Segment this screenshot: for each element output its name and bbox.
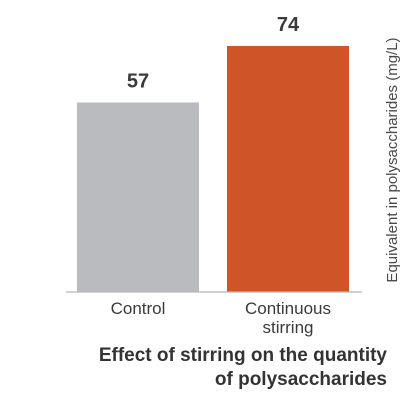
category-label-1-line-0: Continuous [245,299,331,318]
value-label-0: 57 [127,70,149,92]
category-label-0-line-0: Control [111,299,166,318]
bar-0 [77,102,199,292]
bar-1 [227,45,349,293]
bars-layer [77,45,349,293]
chart-title-line-1: Effect of stirring on the quantity [98,345,387,366]
value-label-1: 74 [277,14,300,36]
chart-title: Effect of stirring on the quantity of po… [27,344,387,392]
category-label-1-line-1: stirring [262,318,313,337]
y-axis-label: Equivalent in polysaccharides (mg/L) [384,37,401,282]
chart-title-line-2: of polysaccharides [214,369,387,390]
